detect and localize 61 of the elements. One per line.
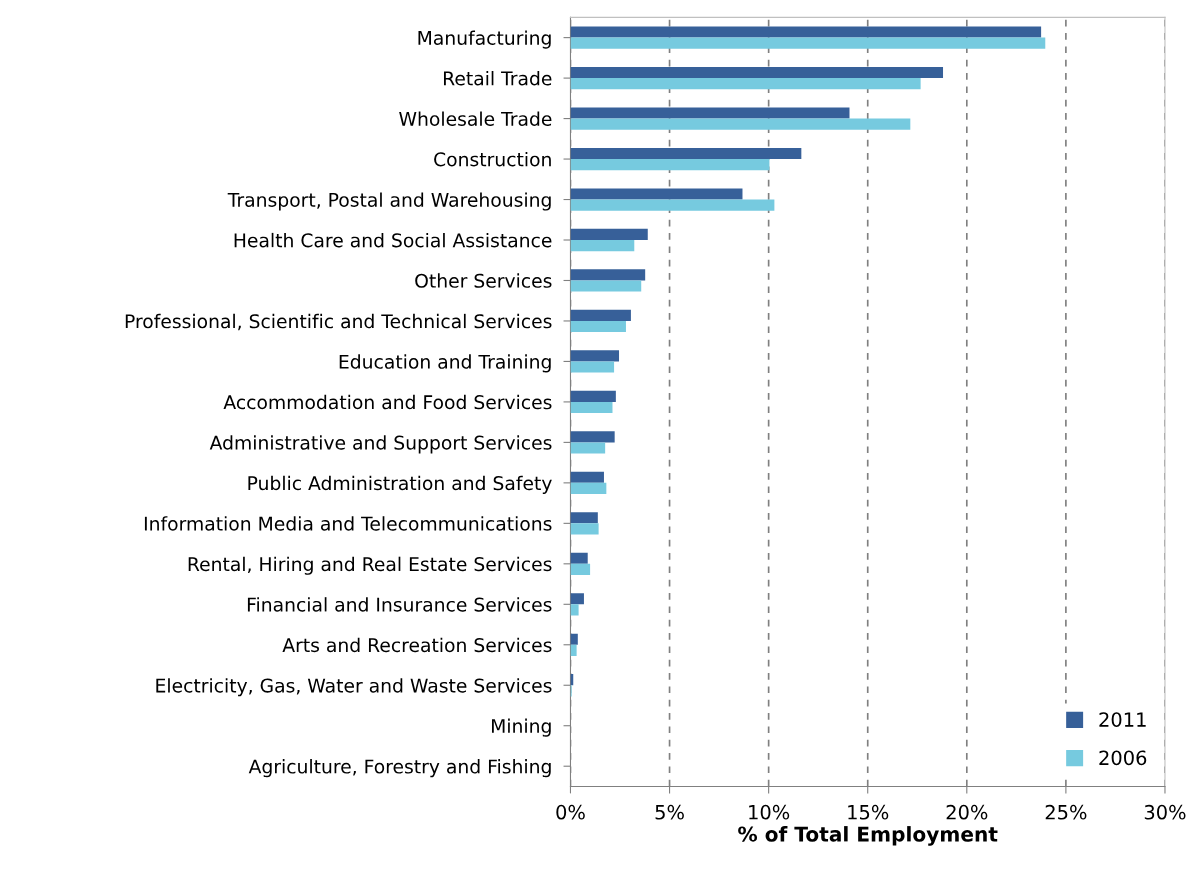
x-tick-label: 15%	[848, 804, 889, 820]
y-tick-label: Agriculture, Forestry and Fishing	[248, 759, 551, 778]
bar	[570, 401, 613, 414]
y-tick-label: Public Administration and Safety	[248, 475, 552, 494]
bar	[570, 442, 606, 454]
x-tick-label: 0%	[556, 804, 585, 820]
x-axis-title: % of Total Employment	[738, 826, 998, 846]
x-tick-label: 20%	[946, 804, 988, 820]
bar	[570, 320, 626, 333]
bar	[570, 26, 1042, 38]
bar	[570, 107, 850, 119]
bar	[570, 390, 616, 402]
bar	[570, 523, 599, 535]
y-tick-label: Retail Trade	[443, 70, 552, 86]
bar	[570, 147, 802, 160]
y-tick-label: Electricity, Gas, Water and Waste Services	[156, 678, 552, 697]
bar	[570, 512, 598, 524]
bar	[570, 644, 577, 656]
legend-label: 2006	[1099, 750, 1147, 766]
bar	[570, 118, 911, 130]
y-tick-label: Construction	[434, 151, 551, 167]
y-tick-label: Rental, Hiring and Real Estate Services	[188, 556, 552, 575]
bar	[570, 563, 591, 575]
y-tick-label: Professional, Scientific and Technical Services	[125, 313, 552, 331]
bar	[570, 269, 646, 281]
y-tick-label: Transport, Postal and Warehousing	[227, 192, 551, 211]
y-tick-label: Other Services	[415, 273, 552, 288]
bar	[570, 78, 921, 90]
x-tick-label: 10%	[749, 804, 790, 820]
bar	[570, 199, 775, 211]
y-tick-label: Education and Training	[339, 354, 551, 373]
bar	[570, 633, 578, 645]
y-tick-label: Financial and Insurance Services	[247, 597, 552, 612]
bar	[570, 280, 642, 292]
bar	[570, 228, 648, 240]
y-tick-label: Information Media and Telecommunications	[144, 516, 552, 531]
bar	[570, 604, 579, 616]
x-tick-label: 30%	[1144, 804, 1186, 820]
bar	[570, 593, 584, 605]
bar	[570, 361, 615, 373]
y-tick-label: Mining	[491, 718, 551, 737]
bar	[570, 66, 944, 79]
bar	[570, 431, 615, 443]
y-tick-label: Accommodation and Food Services	[223, 394, 552, 410]
bar	[570, 350, 620, 362]
legend-label: 2011	[1099, 712, 1146, 727]
bar	[570, 309, 631, 321]
y-tick-label: Manufacturing	[418, 30, 551, 49]
bar	[570, 188, 743, 200]
bar	[570, 552, 588, 564]
bar	[570, 159, 770, 171]
bar	[570, 37, 1046, 49]
bar	[570, 471, 604, 483]
x-tick-label: 5%	[655, 804, 684, 820]
x-tick-label: 25%	[1045, 804, 1087, 820]
y-tick-label: Wholesale Trade	[399, 111, 552, 126]
bar	[570, 240, 635, 252]
y-tick-label: Health Care and Social Assistance	[234, 232, 552, 248]
y-tick-label: Arts and Recreation Services	[282, 637, 552, 653]
y-tick-label: Administrative and Support Services	[209, 435, 552, 454]
bar	[570, 482, 607, 494]
